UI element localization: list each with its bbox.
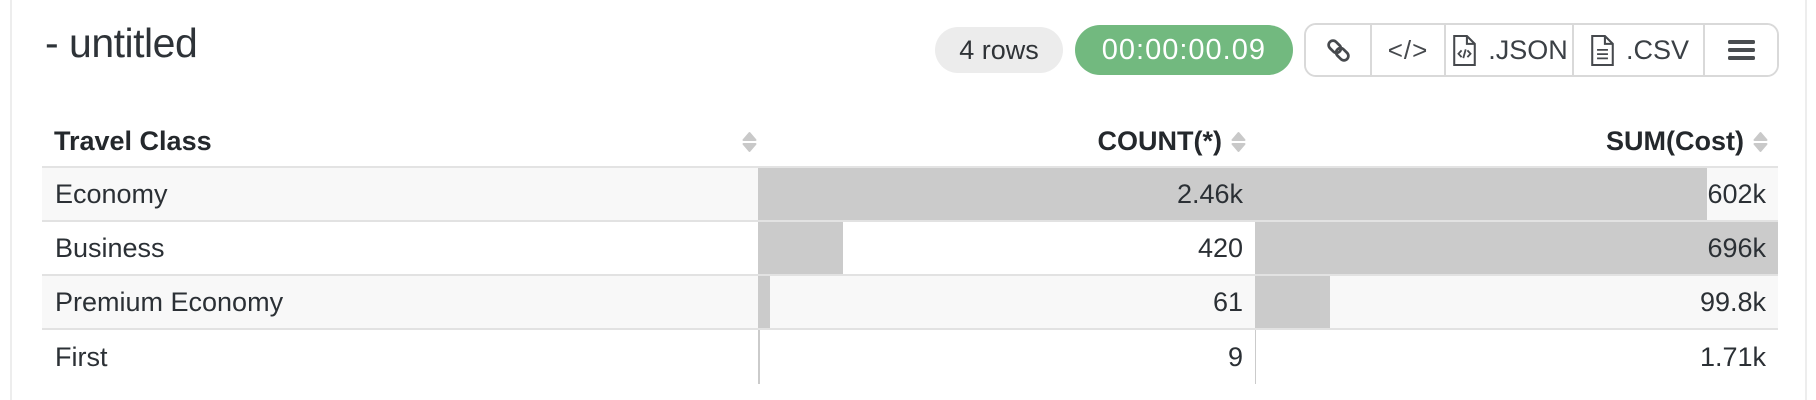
download-csv-label: .CSV (1625, 34, 1690, 65)
copy-link-button[interactable] (1306, 25, 1370, 75)
sum-cost-data-bar (1255, 330, 1257, 384)
count-data-bar (758, 222, 843, 274)
count-data-bar (758, 276, 771, 328)
count-cell: 2.46k (758, 168, 1255, 220)
column-header-label: Travel Class (54, 126, 212, 156)
travel-class-cell: First (55, 341, 108, 372)
sort-icon (741, 131, 758, 153)
count-cell: 61 (758, 276, 1255, 328)
export-button-group: </> .JSON (1304, 23, 1779, 77)
column-header-label: COUNT(*) (1097, 126, 1222, 156)
view-code-button[interactable]: </> (1370, 25, 1444, 75)
count-cell: 420 (758, 222, 1255, 274)
sum-cost-cell: 99.8k (1255, 276, 1778, 328)
row-count-badge: 4 rows (935, 27, 1063, 73)
column-header-travel-class[interactable]: Travel Class (42, 126, 758, 157)
hamburger-menu-icon (1727, 39, 1755, 61)
table-row[interactable]: Business 420 696k (42, 222, 1778, 276)
sum-cost-data-bar (1255, 276, 1330, 328)
sort-icon (1752, 131, 1769, 153)
download-json-label: .JSON (1488, 34, 1568, 65)
results-table: Travel Class COUNT(*) SUM(Cost) (42, 100, 1778, 384)
travel-class-cell: Economy (55, 178, 168, 209)
panel-right-border (1805, 0, 1807, 400)
sum-cost-cell: 696k (1255, 222, 1778, 274)
file-code-icon (1450, 34, 1479, 67)
table-row[interactable]: First 9 1.71k (42, 330, 1778, 384)
travel-class-cell: Business (55, 232, 165, 263)
sort-icon (1230, 131, 1247, 153)
menu-button[interactable] (1703, 25, 1777, 75)
download-json-button[interactable]: .JSON (1444, 25, 1572, 75)
count-data-bar (758, 168, 1255, 220)
column-header-sum-cost[interactable]: SUM(Cost) (1255, 126, 1778, 157)
timer-badge: 00:00:00.09 (1074, 25, 1293, 75)
link-icon (1323, 35, 1354, 66)
table-row[interactable]: Economy 2.46k 602k (42, 168, 1778, 222)
travel-class-cell: Premium Economy (55, 286, 284, 317)
panel-left-border (10, 0, 12, 400)
code-icon: </> (1387, 34, 1429, 65)
sum-cost-cell: 602k (1255, 168, 1778, 220)
results-table-body: Economy 2.46k 602k Business 420 696k Pre… (42, 168, 1778, 384)
file-text-icon (1588, 34, 1617, 67)
download-csv-button[interactable]: .CSV (1572, 25, 1703, 75)
count-cell: 9 (758, 330, 1255, 384)
sum-cost-data-bar (1255, 222, 1778, 274)
column-header-label: SUM(Cost) (1606, 126, 1744, 156)
column-header-count[interactable]: COUNT(*) (758, 126, 1255, 157)
sum-cost-data-bar (1255, 168, 1708, 220)
table-row[interactable]: Premium Economy 61 99.8k (42, 276, 1778, 330)
count-data-bar (758, 330, 760, 384)
cell-title[interactable]: - untitled (45, 20, 198, 66)
results-toolbar: 4 rows 00:00:00.09 </> (935, 23, 1779, 77)
table-header-row: Travel Class COUNT(*) SUM(Cost) (42, 100, 1778, 168)
sum-cost-cell: 1.71k (1255, 330, 1778, 384)
